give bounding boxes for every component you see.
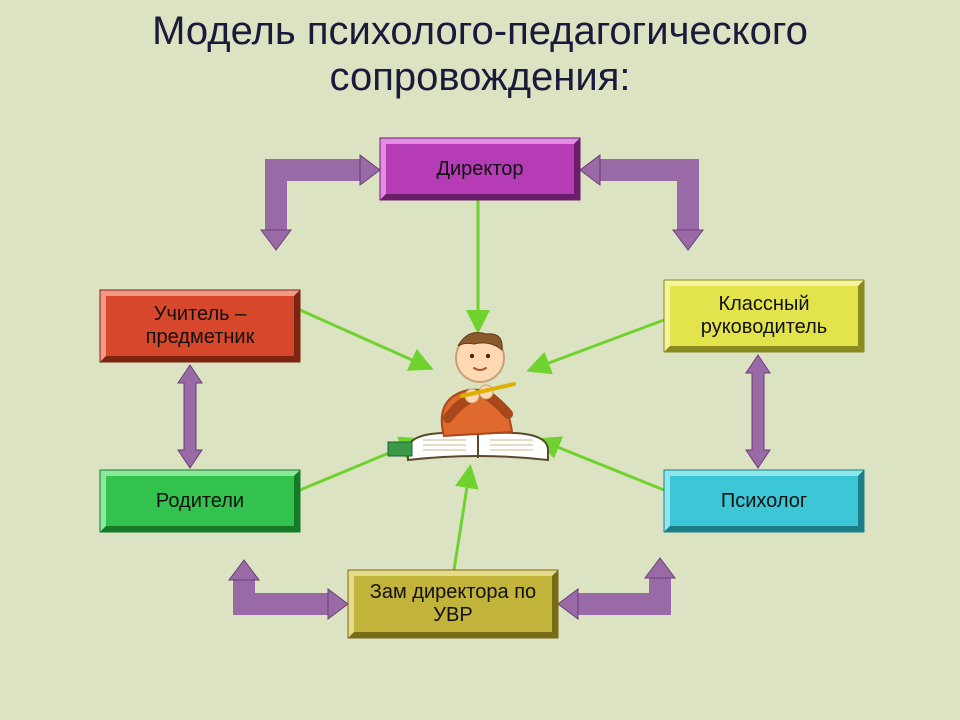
elbow-head-v xyxy=(261,230,291,250)
node-label-parents: Родители xyxy=(106,476,294,526)
eraser-icon xyxy=(388,442,412,456)
elbow-head-h xyxy=(360,155,380,185)
elbow-head-h xyxy=(580,155,600,185)
node-label-classlead: Классный руководитель xyxy=(670,286,858,346)
elbow-head-v xyxy=(229,560,259,580)
node-label-teacher: Учитель – предметник xyxy=(106,296,294,356)
node-label-director: Директор xyxy=(386,144,574,194)
center-arrow-5 xyxy=(454,468,470,570)
double-arrow xyxy=(178,365,202,468)
elbow-head-h xyxy=(558,589,578,619)
center-arrow-1 xyxy=(300,310,430,368)
double-arrow xyxy=(746,355,770,468)
elbow-head-h xyxy=(328,589,348,619)
center-arrow-2 xyxy=(530,320,664,370)
node-label-psych: Психолог xyxy=(670,476,858,526)
elbow-head-v xyxy=(673,230,703,250)
center-arrow-4 xyxy=(540,440,664,490)
elbow-head-v xyxy=(645,558,675,578)
node-label-zam: Зам директора по УВР xyxy=(354,576,552,632)
